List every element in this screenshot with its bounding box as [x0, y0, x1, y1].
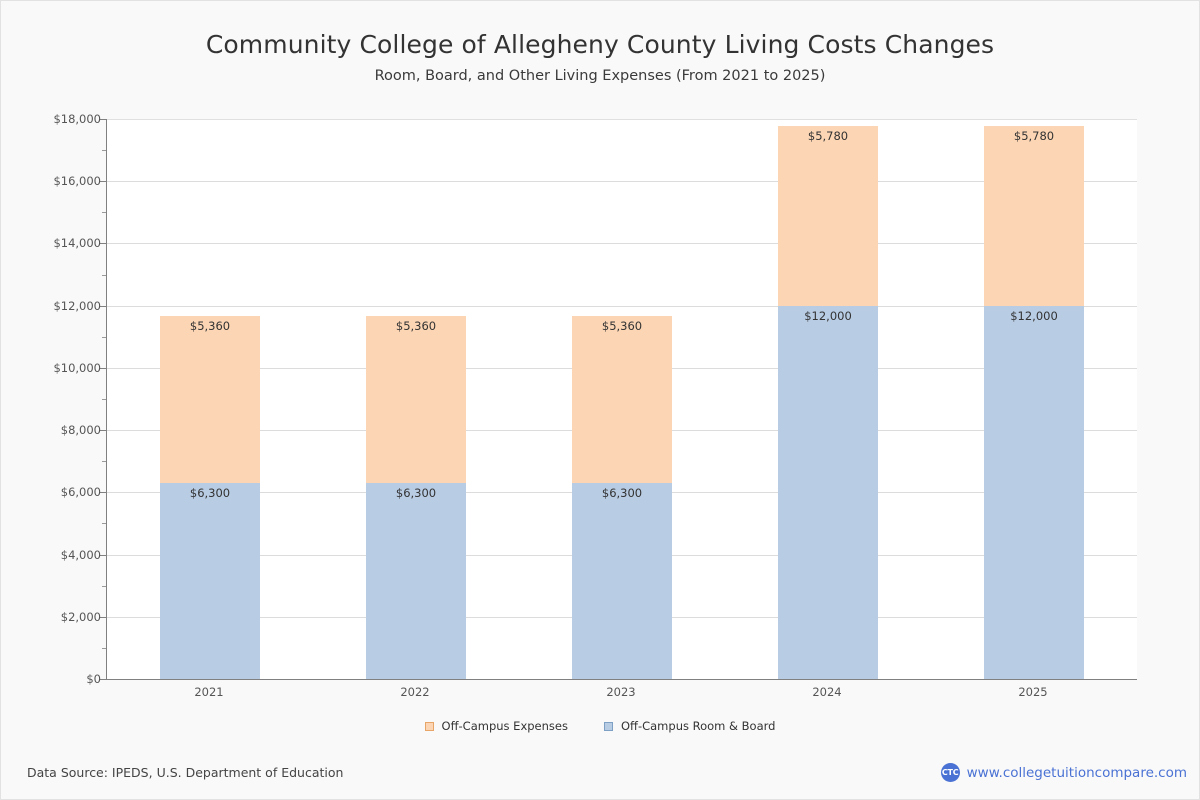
data-source-note: Data Source: IPEDS, U.S. Department of E…: [27, 765, 344, 780]
plot-area: $6,300 $5,360 $6,300 $5,360 $6,300 $5,360 $12,…: [106, 119, 1137, 680]
chart-legend: Off-Campus Expenses Off-Campus Room & Boa…: [1, 719, 1199, 733]
legend-item[interactable]: Off-Campus Room & Board: [603, 719, 776, 733]
y-tick-major: [100, 430, 106, 432]
x-axis-label: 2025: [1018, 685, 1048, 699]
brand-watermark[interactable]: CTC www.collegetuitioncompare.com: [940, 763, 1187, 782]
y-tick-minor: [102, 212, 106, 214]
legend-swatch-icon: [603, 721, 613, 731]
bar-segment-expenses[interactable]: $5,360: [160, 316, 260, 483]
y-tick-minor: [102, 399, 106, 400]
bar-value-label: $12,000: [804, 308, 852, 323]
legend-label: Off-Campus Room & Board: [620, 719, 776, 733]
y-axis-label: $10,000: [53, 360, 101, 375]
y-tick-major: [100, 492, 106, 494]
y-axis-label: $2,000: [60, 609, 101, 624]
bar-value-label: $5,360: [189, 319, 231, 334]
y-axis-label: $16,000: [53, 174, 101, 189]
bar-group[interactable]: $6,300 $5,360: [366, 119, 466, 679]
y-axis-label: $4,000: [60, 547, 101, 562]
bar-segment-expenses[interactable]: $5,780: [778, 125, 878, 306]
bar-value-label: $5,780: [807, 128, 849, 143]
bar-segment-room-board[interactable]: $6,300: [572, 483, 672, 679]
bar-value-label: $6,300: [601, 486, 643, 500]
bar-segment-room-board[interactable]: $6,300: [160, 483, 260, 679]
x-axis-label: 2022: [400, 685, 430, 699]
x-axis-label: 2023: [606, 685, 636, 699]
bar-segment-room-board[interactable]: $12,000: [984, 305, 1084, 679]
chart-header: Community College of Allegheny County Li…: [1, 29, 1199, 87]
y-tick-minor: [102, 461, 106, 463]
bar-segment-expenses[interactable]: $5,360: [572, 316, 672, 483]
bar-value-label: $5,360: [395, 319, 437, 334]
legend-swatch-icon: [424, 721, 434, 731]
legend-item[interactable]: Off-Campus Expenses: [424, 719, 568, 733]
bar-value-label: $6,300: [189, 486, 231, 500]
y-tick-major: [100, 181, 106, 183]
y-tick-major: [100, 679, 106, 680]
bar-segment-expenses[interactable]: $5,780: [984, 125, 1084, 306]
chart-subtitle: Room, Board, and Other Living Expenses (…: [374, 68, 826, 84]
chart-title: Community College of Allegheny County Li…: [205, 30, 995, 59]
y-tick-minor: [102, 647, 106, 649]
bar-value-label: $6,300: [395, 486, 437, 500]
y-axis-label: $18,000: [53, 112, 101, 126]
y-axis-label: $6,000: [60, 485, 101, 500]
x-axis-label: 2024: [812, 685, 842, 699]
y-tick-major: [100, 554, 106, 556]
bar-group[interactable]: $12,000 $5,780: [778, 119, 878, 679]
x-axis-label: 2021: [194, 685, 224, 699]
brand-url-link[interactable]: www.collegetuitioncompare.com: [966, 764, 1187, 781]
bar-value-label: $12,000: [1010, 308, 1058, 323]
y-axis-label: $8,000: [60, 423, 101, 438]
bar-group[interactable]: $6,300 $5,360: [572, 119, 672, 679]
ctc-logo-icon: CTC: [940, 763, 960, 782]
bar-segment-expenses[interactable]: $5,360: [366, 316, 466, 483]
gridline: [107, 119, 1137, 120]
y-tick-major: [100, 616, 106, 618]
bar-segment-room-board[interactable]: $6,300: [366, 483, 466, 679]
y-tick-major: [100, 243, 106, 245]
y-tick-minor: [102, 523, 106, 525]
bar-group[interactable]: $12,000 $5,780: [984, 119, 1084, 679]
y-tick-minor: [102, 150, 106, 152]
bar-value-label: $5,360: [601, 319, 643, 334]
bar-segment-room-board[interactable]: $12,000: [778, 305, 878, 679]
y-axis-label: $0: [86, 672, 101, 686]
y-tick-minor: [102, 585, 106, 587]
y-tick-minor: [102, 336, 106, 338]
gridline: [107, 181, 1137, 183]
y-tick-major: [100, 305, 106, 307]
y-axis-label: $12,000: [53, 298, 101, 313]
y-tick-major: [100, 119, 106, 120]
y-tick-major: [100, 367, 106, 369]
y-tick-minor: [102, 274, 106, 276]
bar-value-label: $5,780: [1013, 128, 1055, 143]
gridline: [107, 305, 1137, 307]
gridline: [107, 243, 1137, 245]
y-axis-label: $14,000: [53, 236, 101, 251]
legend-label: Off-Campus Expenses: [441, 719, 568, 733]
bar-group[interactable]: $6,300 $5,360: [160, 119, 260, 679]
